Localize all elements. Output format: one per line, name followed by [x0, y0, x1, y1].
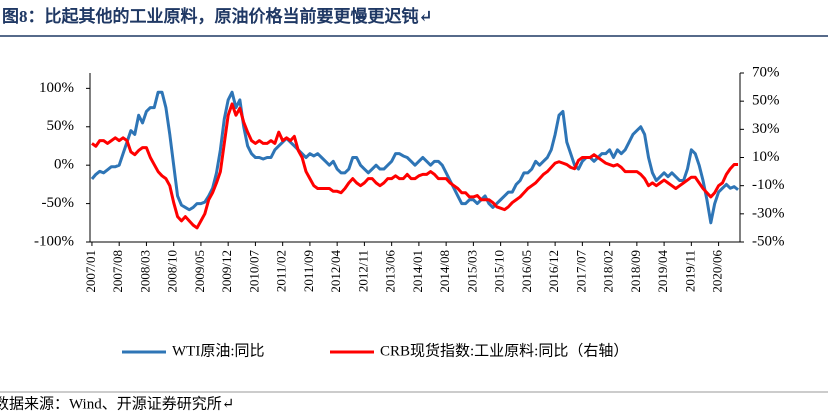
x-tick-label: 2015/10: [492, 250, 507, 293]
x-tick-label: 2012/11: [355, 250, 370, 292]
x-tick-label: 2019/04: [655, 250, 670, 293]
x-tick-label: 2013/06: [383, 250, 398, 293]
x-tick-label: 2008/10: [165, 250, 180, 293]
x-tick-label: 2016/05: [519, 250, 534, 293]
x-tick-label: 2007/08: [110, 250, 125, 293]
x-tick-label: 2018/09: [628, 250, 643, 293]
x-tick-label: 2009/12: [219, 250, 234, 293]
y-tick-label: -50%: [42, 195, 75, 211]
y-tick-label: -100%: [34, 233, 74, 249]
x-tick-label: 2020/06: [710, 250, 725, 293]
x-tick-label: 2017/07: [573, 250, 588, 293]
x-tick-label: 2010/07: [246, 250, 261, 293]
legend-label: CRB现货指数:工业原料:同比（右轴）: [380, 342, 628, 359]
data-line: [90, 90, 739, 225]
x-tick-label: 2007/01: [83, 250, 98, 293]
legend-label: WTI原油:同比: [172, 342, 264, 359]
y2-tick-label: 70%: [752, 64, 780, 80]
y2-tick-label: 30%: [752, 121, 780, 137]
y-tick-label: 0%: [54, 157, 74, 173]
x-tick-label: 2011/09: [301, 250, 316, 292]
x-tick-label: 2018/02: [601, 250, 616, 293]
x-tick-label: 2016/12: [546, 250, 561, 293]
y2-tick-label: -10%: [752, 177, 785, 193]
x-tick-label: 2008/03: [137, 250, 152, 293]
y-tick-label: 50%: [47, 118, 75, 134]
y2-tick-label: -30%: [752, 205, 785, 221]
x-tick-label: 2009/05: [192, 250, 207, 293]
chart-title: 图8：比起其他的工业原料，原油价格当前要更慢更迟钝↵: [2, 6, 433, 26]
y2-tick-label: 10%: [752, 149, 780, 165]
x-tick-label: 2019/11: [682, 250, 697, 292]
x-tick-label: 2015/03: [464, 250, 479, 293]
x-tick-label: 2014/08: [437, 250, 452, 293]
x-tick-label: 2012/04: [328, 250, 343, 293]
x-tick-label: 2011/02: [274, 250, 289, 292]
data-line: [91, 102, 739, 230]
y2-tick-label: 50%: [752, 93, 780, 109]
x-tick-label: 2014/01: [410, 250, 425, 293]
y2-tick-label: -50%: [752, 233, 785, 249]
source: 数据来源：Wind、开源证券研究所↵: [0, 395, 234, 412]
y-tick-label: 100%: [39, 80, 74, 96]
